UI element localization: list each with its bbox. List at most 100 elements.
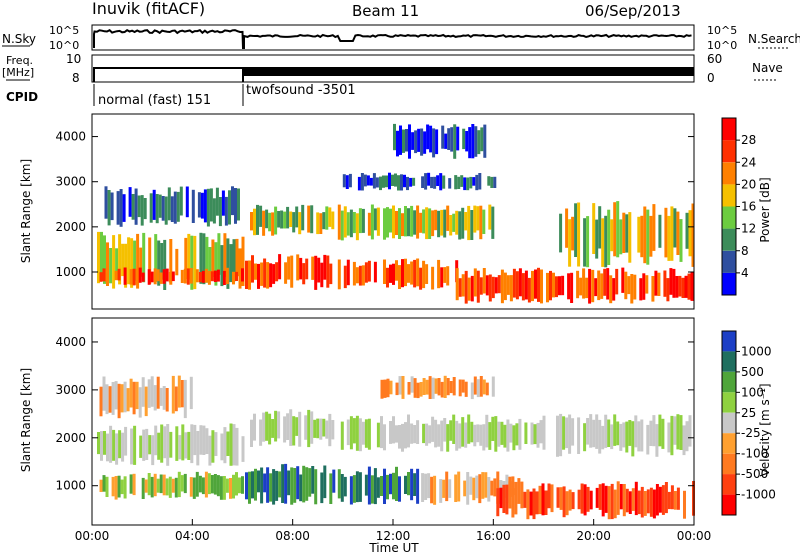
velPanel-cell-70 (192, 477, 196, 499)
left-tick-top-1: 10^5 (49, 24, 79, 37)
powerPanel-cell-396 (673, 208, 677, 248)
powerPanel-cell-352 (651, 276, 655, 302)
powerPanel-cell-260 (379, 176, 382, 191)
velPanel-cell-347 (571, 418, 575, 446)
powerPanel-cell-361 (681, 277, 685, 298)
powerPanel-cell-236 (449, 215, 453, 236)
velPanel-cell-365 (631, 421, 635, 457)
velPanel-cell-143 (332, 469, 336, 493)
velPanel-cell-376 (670, 415, 674, 456)
powerPanel-cell-18 (157, 240, 161, 286)
velPanel-cell-131 (290, 467, 294, 505)
velPanel-cell-151 (274, 410, 278, 442)
velPanel-cell-106 (156, 376, 160, 409)
powerPanel-cell-294 (458, 278, 462, 297)
powerPanel-cell-188 (407, 264, 410, 283)
powerPanel-cell-25 (190, 235, 194, 290)
velPanel-cell-366 (634, 415, 638, 448)
x-tick-label-2: 08:00 (275, 529, 310, 543)
powerPanel-cell-125 (266, 262, 270, 289)
velPanel-cell-225 (452, 414, 456, 444)
powerPanel-cell-365 (559, 213, 563, 253)
powerPanel-cell-66 (195, 269, 199, 283)
velPanel-cell-150 (271, 419, 275, 438)
velPanel-cell-310 (586, 486, 590, 512)
nsearch-label: N.Search (748, 32, 800, 46)
powerPanel-cell-328 (567, 273, 571, 300)
powerPanel-cell-29 (205, 236, 209, 283)
powerPanel-cell-172 (346, 259, 350, 286)
powerPanel-cell-213 (376, 207, 380, 236)
powerPanel-cell-270 (409, 177, 413, 187)
x-axis-ticks: 00:00 04:00 08:00 12:00 16:00 20:00 00:00 (75, 519, 711, 543)
power-panel-frame (91, 113, 695, 310)
velPanel-cell-262 (448, 479, 452, 498)
velPanel-cell-23 (175, 426, 179, 461)
velPanel-cell-166 (325, 420, 329, 439)
powerPanel-cell-68 (201, 270, 205, 283)
powerPanel-cell-249 (491, 206, 495, 239)
powerPanel-cell-253 (357, 176, 361, 191)
velPanel-cell-66 (177, 471, 181, 498)
powerPanel-cell-124 (263, 258, 267, 288)
powerPanel-cell-128 (275, 262, 279, 282)
velPanel-cell-317 (610, 483, 614, 520)
velPanel-cell-5 (112, 429, 116, 461)
powerPanel-cell-382 (619, 219, 623, 255)
powerPanel-cell-197 (440, 267, 444, 288)
velPanel-cell-86 (241, 476, 244, 494)
powerPanel-cell-229 (428, 208, 432, 239)
powerPanel-cell-123 (260, 262, 264, 286)
velPanel-cell-37 (220, 433, 224, 461)
powerPanel-cell-372 (586, 216, 590, 268)
powerPanel-cell-417 (441, 125, 445, 149)
powerPanel-cell-121 (254, 263, 257, 280)
powerPanel-cell-364 (690, 271, 694, 301)
powerPanel-cell-324 (552, 272, 555, 298)
powerPanel-cell-340 (606, 268, 610, 300)
powerPanel-cell-45 (114, 270, 118, 281)
velPanel-cell-314 (601, 483, 605, 517)
powerPanel-cell-81 (110, 192, 114, 221)
powerPanel-cell-37 (229, 244, 233, 283)
power-ylabel: Slant Range [km] (19, 159, 33, 263)
powerPanel-cell-296 (464, 270, 468, 304)
powerPanel-cell-283 (460, 175, 464, 187)
powerPanel-cell-405 (402, 129, 405, 153)
powerPanel-cell-204 (346, 212, 350, 236)
powerPanel-cell-263 (388, 172, 391, 190)
velPanel-cell-306 (571, 492, 575, 510)
velPanel-cell-74 (204, 471, 208, 498)
velPanel-cell-304 (565, 491, 569, 516)
powerPanel-cell-173 (352, 261, 356, 286)
velPanel-cell-153 (283, 416, 287, 443)
velPanel-cell-237 (488, 422, 492, 450)
powerPanel-cell-383 (622, 212, 626, 253)
powerPanel-cell-207 (355, 213, 359, 241)
velPanel-cell-193 (340, 421, 344, 450)
powerPanel-cell-423 (462, 128, 466, 150)
velPanel-cell-69 (189, 477, 193, 497)
powerPanel-cell-88 (137, 195, 141, 218)
powerPanel-cell-412 (423, 131, 427, 154)
powerPanel-cell-210 (367, 212, 371, 236)
velPanel-cell-59 (156, 478, 160, 493)
powerPanel-cell-131 (287, 256, 291, 280)
velPanel-cell-308 (580, 483, 584, 514)
powerPanel-cell-317 (527, 277, 531, 303)
velPanel-cell-186 (395, 466, 398, 501)
velPanel-cell-31 (199, 425, 203, 455)
velPanel-cell-312 (595, 487, 599, 508)
powerPanel-cell-242 (467, 205, 471, 241)
powerPanel-cell-422 (456, 126, 460, 151)
powerPanel-cell-356 (666, 278, 670, 302)
velPanel-cell-383 (380, 379, 384, 399)
powerPanel-cell-402 (393, 123, 396, 151)
powerPanel-cell-195 (431, 266, 435, 290)
powerPanel-cell-42 (99, 272, 103, 282)
velPanel-cell-163 (316, 418, 320, 439)
velPanel-cell-41 (232, 424, 236, 466)
velPanel-cell-42 (235, 427, 239, 466)
powerPanel-cell-338 (600, 273, 604, 299)
